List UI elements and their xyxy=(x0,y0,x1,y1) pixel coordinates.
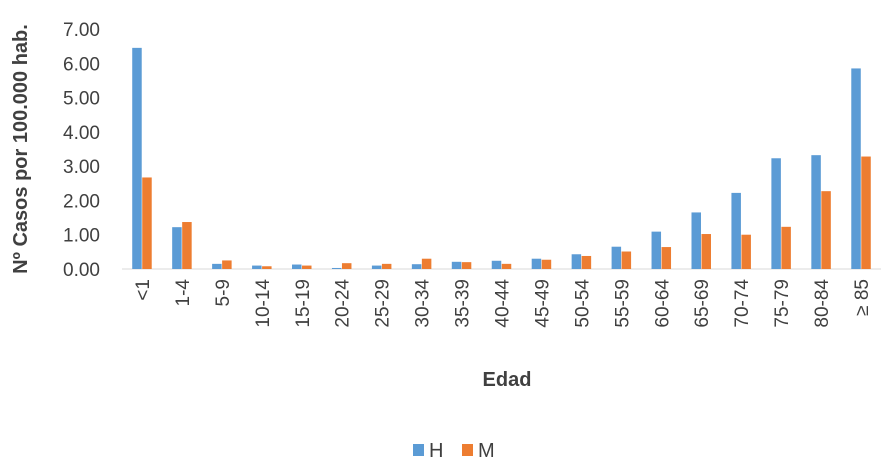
bars xyxy=(132,47,871,270)
legend-label-m: M xyxy=(478,440,495,460)
x-tick-label: 75-79 xyxy=(772,279,793,328)
x-tick-label: 80-84 xyxy=(812,279,833,328)
bar-m-11 xyxy=(581,255,592,269)
bar-h-18 xyxy=(851,68,861,270)
bar-h-7 xyxy=(411,264,422,269)
bar-h-4 xyxy=(292,264,302,269)
x-tick-label: 5-9 xyxy=(213,279,234,306)
bar-h-0 xyxy=(132,47,142,269)
x-tick-label: 50-54 xyxy=(572,279,593,328)
y-tick-label: 5.00 xyxy=(63,89,100,110)
bar-h-14 xyxy=(691,212,701,269)
y-tick-label: 6.00 xyxy=(63,54,100,75)
x-tick-label: 20-24 xyxy=(333,279,354,328)
bar-m-5 xyxy=(341,263,352,269)
bar-m-7 xyxy=(421,258,432,269)
bar-m-10 xyxy=(541,259,552,269)
x-tick-label: 1-4 xyxy=(173,279,194,307)
bar-m-18 xyxy=(861,156,871,269)
bar-h-6 xyxy=(371,265,382,269)
x-tick-label: ≥ 85 xyxy=(852,279,873,316)
bar-h-15 xyxy=(731,192,741,269)
bar-h-16 xyxy=(771,158,781,269)
bar-m-1 xyxy=(182,222,192,269)
bar-h-13 xyxy=(651,231,662,269)
bar-h-8 xyxy=(451,261,462,269)
bar-m-8 xyxy=(461,262,472,269)
bar-h-17 xyxy=(811,155,821,269)
bar-m-9 xyxy=(501,263,512,269)
legend-swatch-m xyxy=(462,444,473,456)
x-axis-title: Edad xyxy=(483,369,532,391)
x-tick-label: 10-14 xyxy=(253,279,274,328)
x-tick-label: <1 xyxy=(133,279,154,301)
bar-h-10 xyxy=(531,258,542,269)
x-tick-label: 45-49 xyxy=(532,279,553,328)
x-tick-label: 30-34 xyxy=(413,279,434,328)
bar-m-13 xyxy=(661,247,672,269)
y-axis-title: Nº Casos por 100.000 hab. xyxy=(10,24,32,274)
x-tick-label: 60-64 xyxy=(652,279,673,328)
bar-h-2 xyxy=(212,263,222,269)
bar-h-3 xyxy=(252,265,262,269)
y-tick-label: 3.00 xyxy=(63,157,100,178)
bar-h-1 xyxy=(172,227,182,269)
bar-m-6 xyxy=(381,263,392,269)
bar-h-12 xyxy=(611,246,622,269)
x-tick-label: 70-74 xyxy=(732,279,753,328)
bar-m-2 xyxy=(222,260,232,269)
bar-m-3 xyxy=(262,266,272,269)
x-tick-label: 15-19 xyxy=(293,279,314,328)
y-axis-ticks: 0.00 1.00 2.00 3.00 4.00 5.00 6.00 7.00 xyxy=(63,20,100,281)
y-tick-label: 4.00 xyxy=(63,123,100,144)
y-tick-label: 0.00 xyxy=(63,260,100,281)
x-tick-label: 35-39 xyxy=(453,279,474,328)
bar-m-14 xyxy=(701,234,711,269)
bar-h-11 xyxy=(571,254,582,269)
x-tick-label: 40-44 xyxy=(493,279,514,328)
bar-m-4 xyxy=(302,265,312,269)
bar-h-9 xyxy=(491,260,502,269)
x-tick-label: 25-29 xyxy=(373,279,394,328)
bar-h-5 xyxy=(331,267,342,269)
x-axis-ticks: <1 1-4 5-9 10-14 15-19 20-24 25-29 30-34 35-39 40… xyxy=(133,279,873,328)
bar-m-15 xyxy=(741,234,751,269)
y-tick-label: 2.00 xyxy=(63,191,100,212)
y-tick-label: 7.00 xyxy=(63,20,100,41)
legend-label-h: H xyxy=(429,440,443,460)
x-tick-label: 65-69 xyxy=(692,279,713,328)
y-tick-label: 1.00 xyxy=(63,226,100,247)
bar-m-0 xyxy=(142,177,152,269)
bar-m-12 xyxy=(621,251,632,269)
bar-m-16 xyxy=(781,226,791,269)
bar-m-17 xyxy=(821,191,831,269)
legend-swatch-h xyxy=(413,444,424,456)
x-tick-label: 55-59 xyxy=(612,279,633,328)
